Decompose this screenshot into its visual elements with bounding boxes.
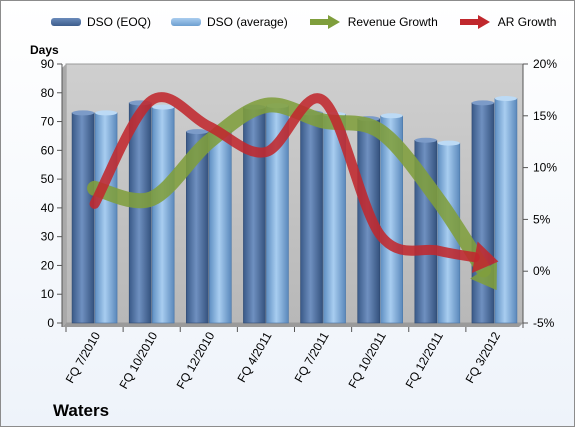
revenue-growth-arrow-head [470,261,497,291]
y2-tick-label: 5% [533,212,551,226]
y-tick-label: 20 [41,258,55,272]
bar-dso-average [151,106,175,324]
y2-tick-label: -5% [533,316,555,330]
y2-tick-label: 10% [533,161,557,175]
bar-cap-dso-average [380,113,403,119]
bar-dso-eoq [71,112,95,324]
plot-floor [62,323,523,327]
bar-dso-average [94,112,118,324]
y-tick-label: 30 [41,230,55,244]
bar-cap-dso-average [437,140,460,146]
x-tick-label: FQ 10/2010 [116,329,160,391]
legend-item-dso-eoq: DSO (EOQ) [51,15,151,29]
plot-side-wall [62,64,66,327]
chart-caption: Waters [53,401,110,420]
legend-label-ar-growth: AR Growth [497,15,557,29]
y-axis-title: Days [30,43,59,57]
legend-item-revenue-growth: Revenue Growth [308,15,438,29]
legend-arrow-ar-growth [459,15,490,29]
bar-dso-average [494,98,518,324]
bar-dso-eoq [243,106,266,324]
y-tick-label: 90 [41,57,55,71]
ar-growth-arrow-head [471,241,499,274]
bar-cap-dso-eoq [414,137,437,143]
legend-item-ar-growth: AR Growth [458,15,557,29]
y-tick-label: 80 [41,86,55,100]
x-tick-label: FQ 10/2011 [345,329,389,390]
x-tick-label: FQ 7/2011 [292,329,332,385]
y-tick-label: 60 [41,143,55,157]
bar-dso-eoq [471,102,495,324]
x-tick-label: FQ 12/2010 [174,329,218,391]
legend-arrow-revenue-growth [309,15,340,29]
legend-item-dso-average: DSO (average) [171,15,288,29]
legend-label-revenue-growth: Revenue Growth [347,15,438,29]
bar-cap-dso-eoq [471,100,494,106]
y-tick-label: 70 [41,115,55,129]
y-tick-label: 50 [41,172,55,186]
x-tick-label: FQ 3/2012 [463,329,504,385]
bar-cap-dso-eoq [186,129,209,135]
legend-label-dso-eoq: DSO (EOQ) [87,15,152,29]
ar-growth-arrow-line [89,92,480,263]
legend-swatch-dso-average [171,18,202,26]
x-tick-label: FQ 4/2011 [235,329,275,385]
bar-cap-dso-average [494,96,517,102]
y2-tick-label: 0% [533,264,551,278]
y-tick-label: 10 [41,287,55,301]
y-tick-label: 0 [47,316,54,330]
bar-dso-average [209,129,232,324]
bar-cap-dso-eoq [72,110,95,116]
y-tick-label: 40 [41,201,55,215]
legend-label-dso-average: DSO (average) [207,15,288,29]
legend-swatch-dso-eoq [51,18,81,26]
x-tick-label: FQ 12/2011 [403,329,447,390]
bar-cap-dso-average [95,110,118,116]
bar-cap-dso-average [152,104,175,110]
legend: DSO (EOQ) DSO (average) Revenue Growth A… [51,15,575,29]
bar-dso-eoq [300,112,323,324]
y2-tick-label: 20% [533,57,557,71]
y2-tick-label: 15% [533,109,557,123]
x-tick-label: FQ 7/2010 [63,329,104,385]
